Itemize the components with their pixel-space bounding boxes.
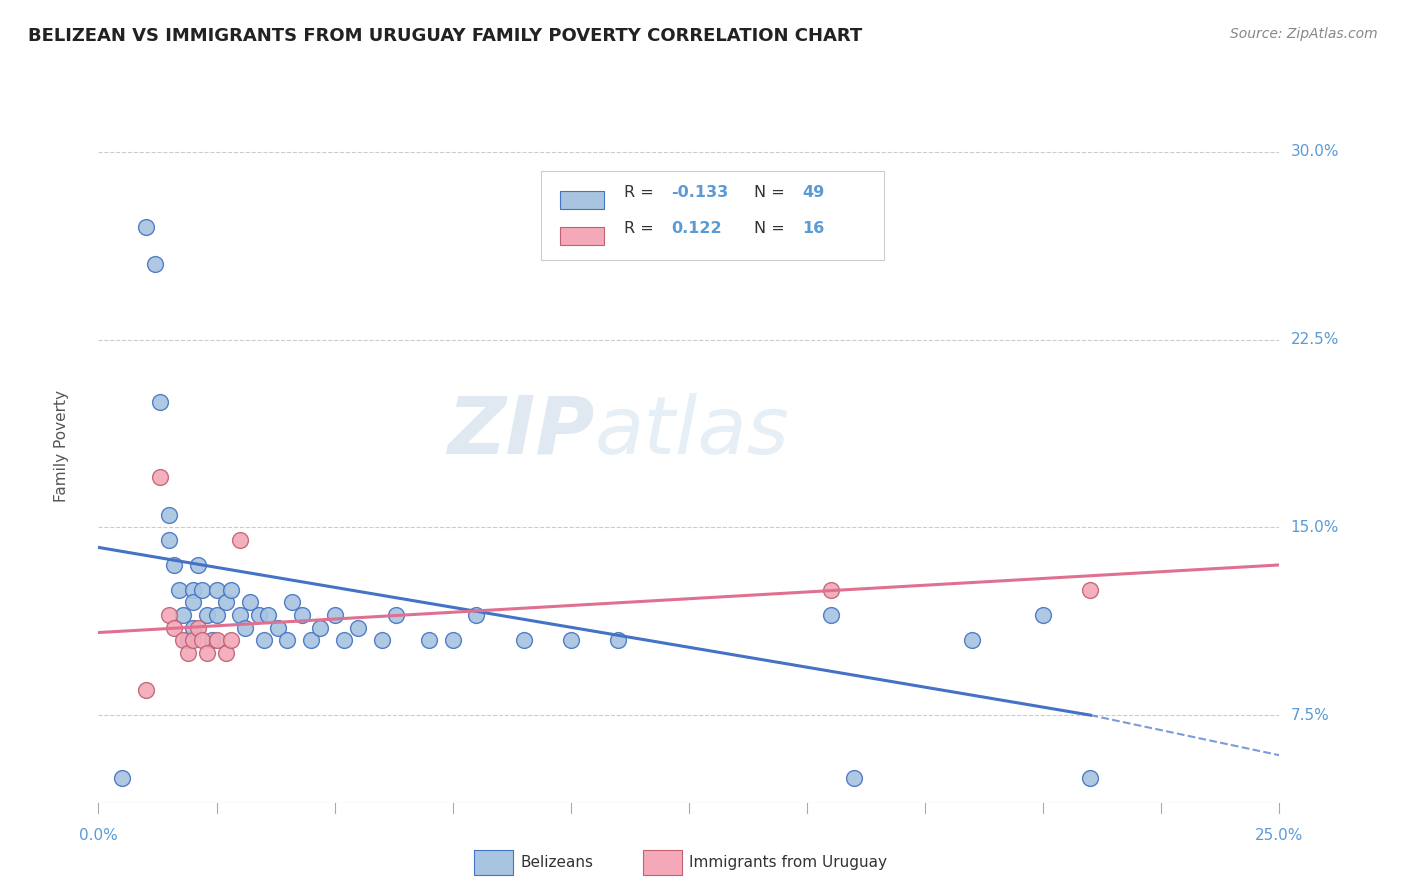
Point [281, 595, 304, 609]
Point [820, 607, 842, 622]
Point [149, 470, 172, 484]
Point [205, 633, 228, 648]
Point [290, 607, 312, 622]
Point [177, 646, 200, 660]
Point [143, 257, 166, 271]
Text: 30.0%: 30.0% [1291, 145, 1339, 160]
Point [181, 582, 204, 597]
Text: N =: N = [754, 221, 790, 235]
Point [181, 633, 204, 648]
Text: 15.0%: 15.0% [1291, 520, 1339, 535]
Point [253, 633, 276, 648]
Point [135, 219, 157, 234]
Point [201, 633, 224, 648]
Point [181, 595, 204, 609]
Point [157, 508, 180, 522]
Text: R =: R = [624, 221, 664, 235]
Point [333, 633, 356, 648]
Point [149, 395, 172, 409]
Text: 22.5%: 22.5% [1291, 332, 1339, 347]
Point [181, 621, 204, 635]
Point [257, 607, 280, 622]
Point [172, 633, 194, 648]
Point [441, 633, 464, 648]
Text: N =: N = [754, 186, 790, 200]
Point [215, 595, 238, 609]
Point [347, 621, 370, 635]
Point [233, 621, 256, 635]
Point [247, 607, 270, 622]
Point [962, 633, 984, 648]
Point [276, 633, 298, 648]
Point [191, 582, 214, 597]
Point [512, 633, 534, 648]
Text: 25.0%: 25.0% [1256, 828, 1303, 843]
Point [229, 533, 252, 547]
Point [267, 621, 290, 635]
Point [844, 771, 866, 785]
Point [309, 621, 332, 635]
Point [177, 633, 200, 648]
Text: Family Poverty: Family Poverty [53, 390, 69, 502]
Text: atlas: atlas [595, 392, 789, 471]
Point [187, 558, 209, 572]
Point [205, 607, 228, 622]
Point [172, 607, 194, 622]
Text: R =: R = [624, 186, 659, 200]
Point [157, 533, 180, 547]
Text: 49: 49 [803, 186, 824, 200]
Point [560, 633, 582, 648]
Point [111, 771, 134, 785]
Text: BELIZEAN VS IMMIGRANTS FROM URUGUAY FAMILY POVERTY CORRELATION CHART: BELIZEAN VS IMMIGRANTS FROM URUGUAY FAMI… [28, 27, 862, 45]
Point [1080, 582, 1102, 597]
Point [157, 607, 180, 622]
Point [229, 607, 252, 622]
Text: -0.133: -0.133 [671, 186, 728, 200]
Point [163, 621, 186, 635]
Text: Immigrants from Uruguay: Immigrants from Uruguay [689, 855, 887, 870]
Point [323, 607, 346, 622]
Point [163, 558, 186, 572]
Point [607, 633, 630, 648]
Point [1080, 771, 1102, 785]
Text: 0.122: 0.122 [671, 221, 721, 235]
Point [465, 607, 488, 622]
Point [371, 633, 394, 648]
Point [187, 621, 209, 635]
Text: 16: 16 [803, 221, 824, 235]
Point [195, 607, 218, 622]
Point [191, 633, 214, 648]
Point [239, 595, 262, 609]
Point [1032, 607, 1054, 622]
Point [418, 633, 440, 648]
Point [135, 683, 157, 698]
Text: Source: ZipAtlas.com: Source: ZipAtlas.com [1230, 27, 1378, 41]
Text: 7.5%: 7.5% [1291, 707, 1329, 723]
Text: ZIP: ZIP [447, 392, 595, 471]
Point [219, 633, 242, 648]
FancyBboxPatch shape [541, 171, 884, 260]
Point [219, 582, 242, 597]
Text: 0.0%: 0.0% [79, 828, 118, 843]
FancyBboxPatch shape [560, 191, 605, 209]
Point [820, 582, 842, 597]
FancyBboxPatch shape [560, 227, 605, 244]
Point [299, 633, 322, 648]
Point [205, 582, 228, 597]
Point [215, 646, 238, 660]
Point [385, 607, 408, 622]
Point [167, 582, 190, 597]
Point [195, 646, 218, 660]
Text: Belizeans: Belizeans [520, 855, 593, 870]
